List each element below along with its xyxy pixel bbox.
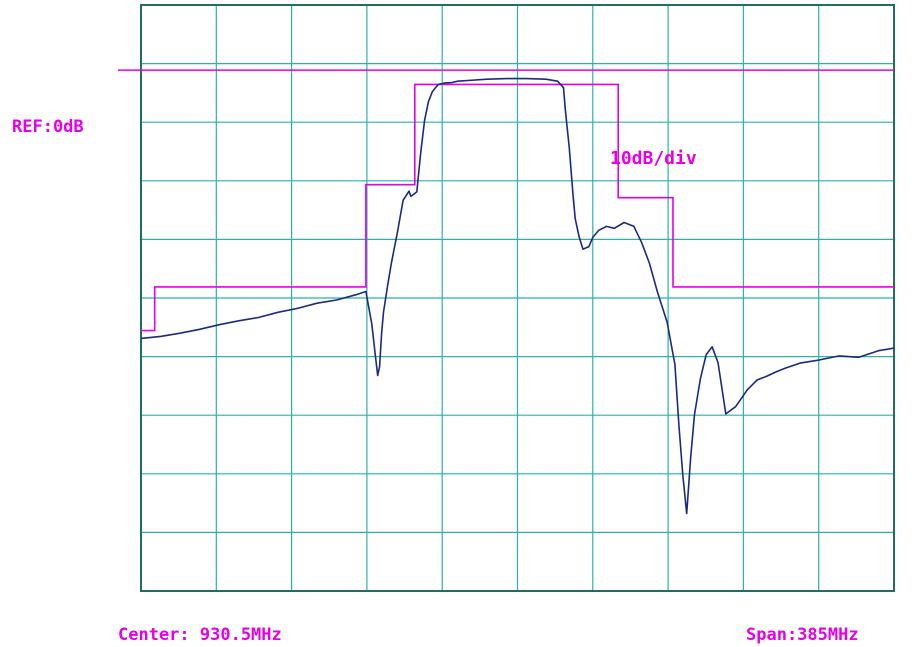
scale-label: 10dB/div [610,148,697,169]
spec-mask-line [141,83,894,332]
response-trace [140,77,895,515]
center-frequency-label: Center: 930.5MHz [118,625,282,645]
plot-grid [141,5,894,591]
ref-level-label: REF:0dB [12,117,84,137]
span-label: Span:385MHz [746,625,859,645]
plot-frame [140,4,895,592]
